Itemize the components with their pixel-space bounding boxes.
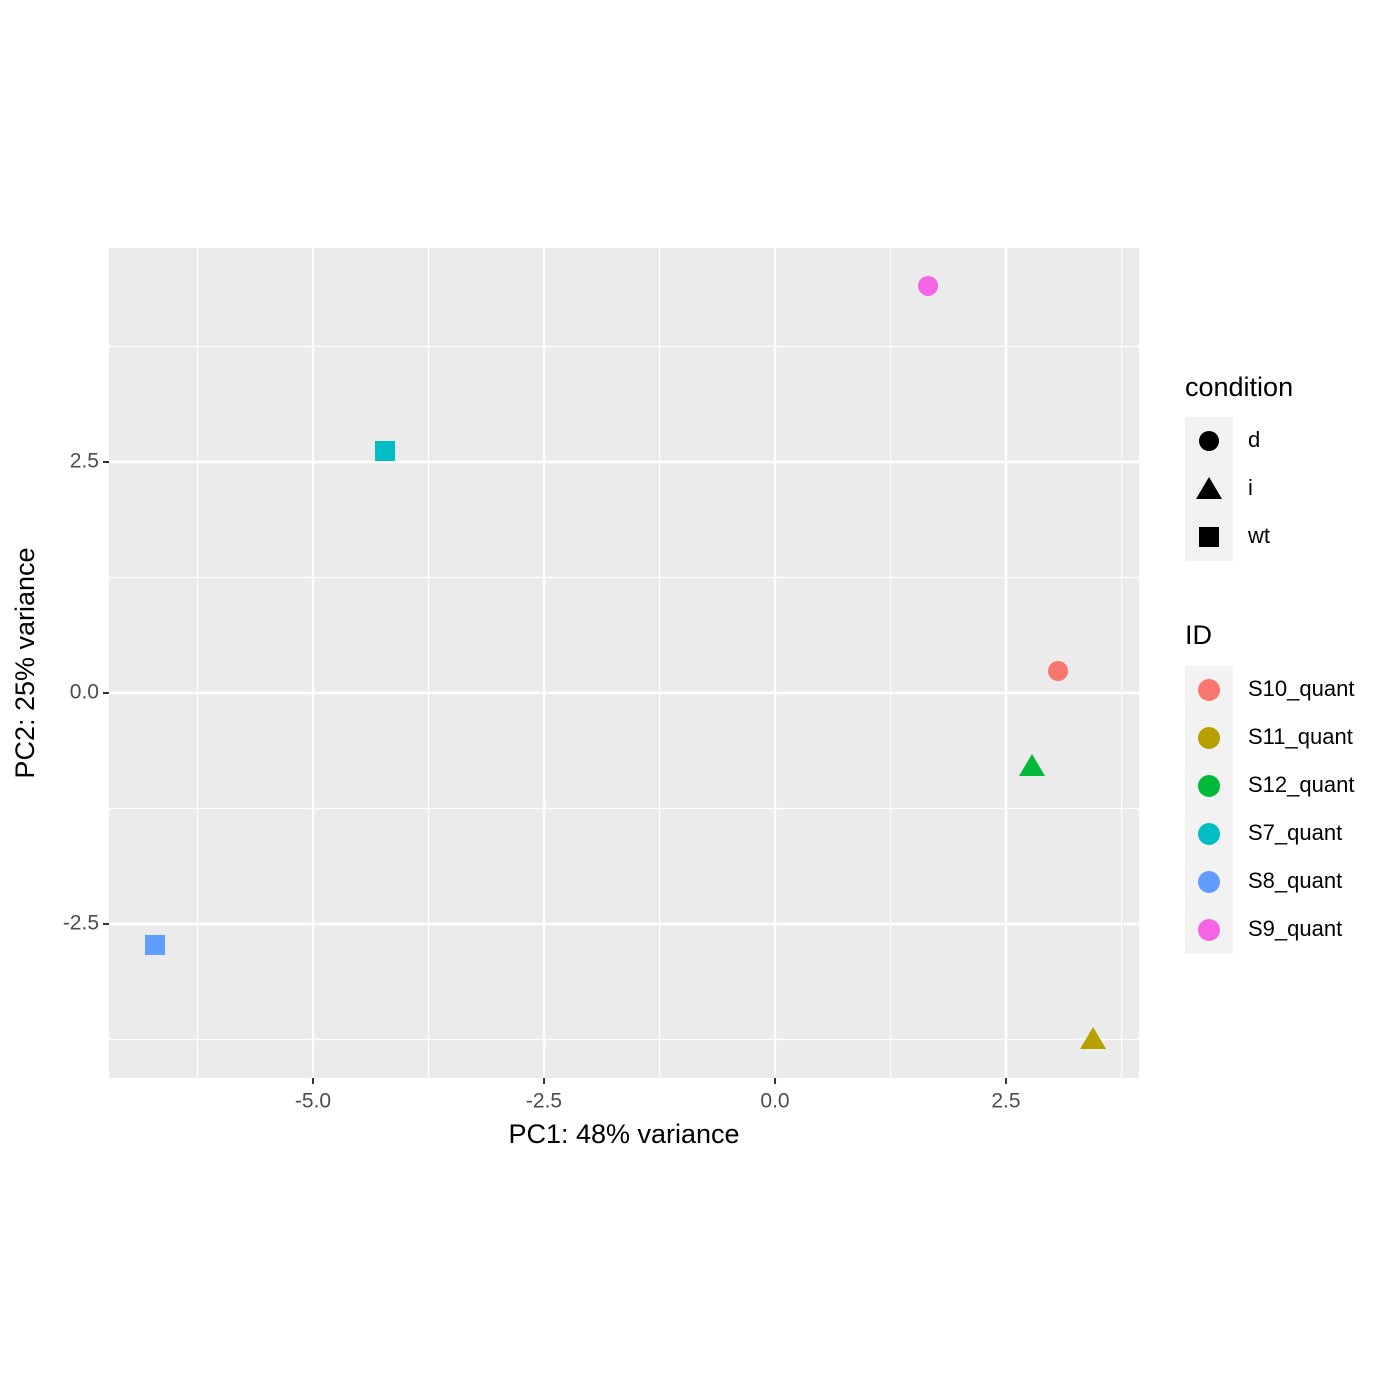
legend-label: S11_quant [1248, 724, 1353, 749]
legend-label: S9_quant [1248, 916, 1342, 941]
legend-label: S12_quant [1248, 772, 1354, 797]
legend-key [1199, 431, 1219, 451]
y-tick-label: 2.5 [70, 450, 99, 473]
legend-label: d [1248, 427, 1260, 452]
point [1018, 753, 1045, 776]
legend-key [1198, 919, 1220, 941]
point [375, 440, 396, 461]
y-tick-label: 0.0 [70, 681, 99, 704]
x-tick-label: -2.5 [526, 1090, 562, 1113]
point [918, 275, 939, 296]
legend-label: S7_quant [1248, 820, 1342, 845]
legend-key [1198, 775, 1220, 797]
legend-key [1198, 823, 1220, 845]
legend-label: S10_quant [1248, 676, 1354, 701]
panel [109, 248, 1139, 1078]
legend-label: S8_quant [1248, 868, 1342, 893]
point [1048, 660, 1069, 681]
legend-title: ID [1185, 620, 1212, 650]
legend-label: wt [1247, 523, 1270, 548]
legend-title: condition [1185, 372, 1293, 402]
legend-key [1198, 679, 1220, 701]
legend-key [1198, 727, 1220, 749]
legend-key [1196, 477, 1222, 499]
x-axis-title: PC1: 48% variance [508, 1119, 739, 1149]
y-axis-title: PC2: 25% variance [10, 547, 40, 778]
legend-label: i [1248, 475, 1253, 500]
x-tick-label: -5.0 [295, 1090, 331, 1113]
point [1080, 1027, 1107, 1050]
y-tick-label: -2.5 [63, 912, 99, 935]
legend-key-bg [1185, 666, 1233, 954]
legend-key [1198, 871, 1220, 893]
x-tick-label: 0.0 [760, 1090, 789, 1113]
legend-key [1199, 527, 1219, 547]
x-tick-label: 2.5 [991, 1090, 1020, 1113]
point [145, 934, 166, 955]
